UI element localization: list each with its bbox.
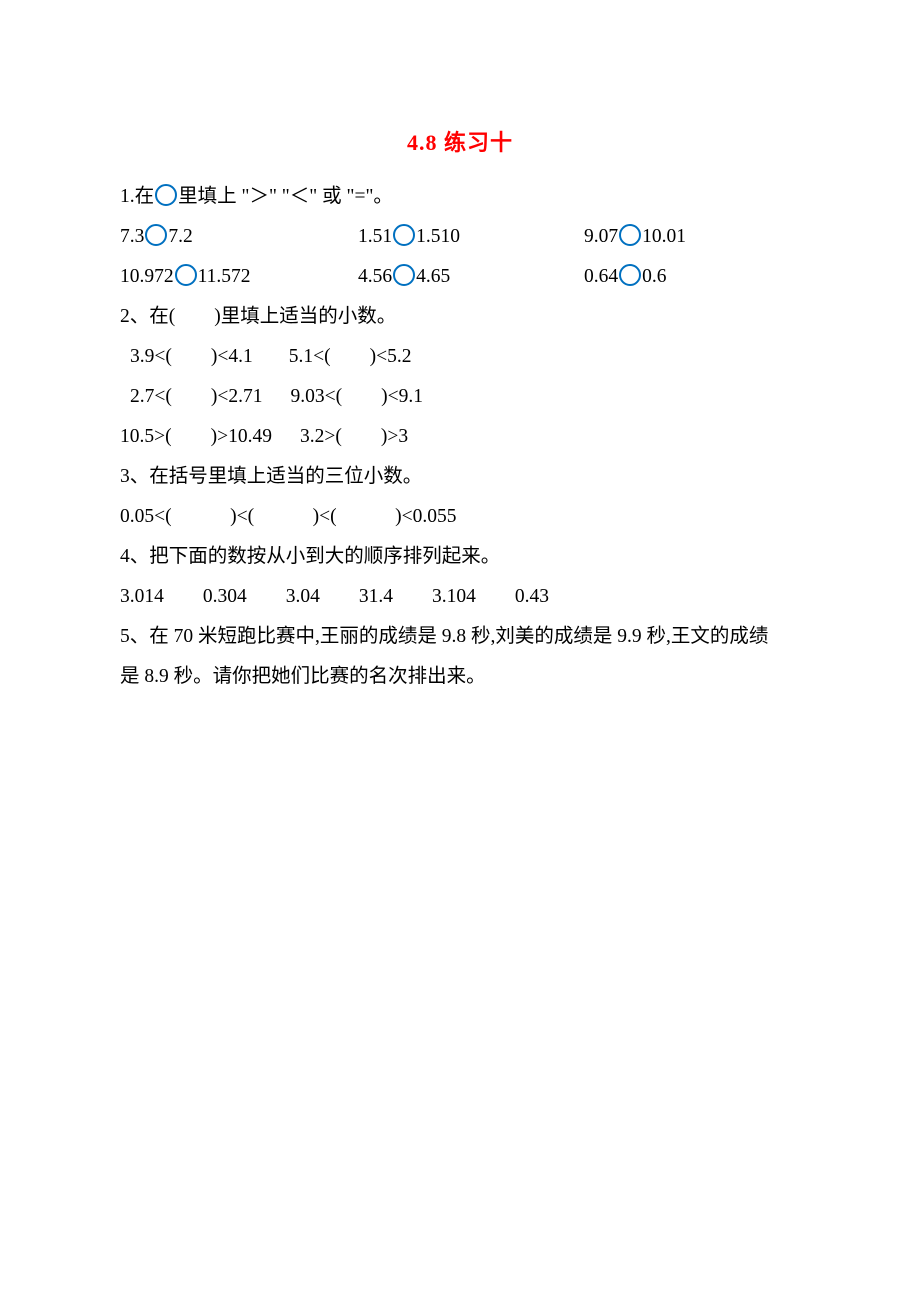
q1-r2-c: 0.64 0.6 (584, 257, 800, 297)
q2-r1-a: 3.9<( )<4.1 (130, 346, 253, 367)
circle-icon (145, 224, 167, 246)
q2-row2: 2.7<( )<2.71 9.03<( )<9.1 (120, 377, 800, 417)
q2-r2-a: 2.7<( )<2.71 (130, 386, 262, 407)
q4-numbers: 3.014 0.304 3.04 31.4 3.104 0.43 (120, 577, 800, 617)
q2-r1-b: 5.1<( )<5.2 (289, 346, 412, 367)
q5-line2: 是 8.9 秒。请你把她们比赛的名次排出来。 (120, 657, 800, 697)
q4-prompt: 4、把下面的数按从小到大的顺序排列起来。 (120, 537, 800, 577)
num-left: 1.51 (358, 226, 392, 247)
q2-row1: 3.9<( )<4.1 5.1<( )<5.2 (120, 337, 800, 377)
q2-r3-b: 3.2>( )>3 (300, 426, 408, 447)
q2-r2-b: 9.03<( )<9.1 (290, 386, 422, 407)
q1-row2: 10.972 11.572 4.56 4.65 0.64 0.6 (120, 257, 800, 297)
q1-prompt-post: 里填上 "＞" "＜" 或 "="。 (178, 186, 393, 207)
q1-r2-a: 10.972 11.572 (120, 257, 358, 297)
circle-icon (619, 264, 641, 286)
q2-r3-a: 10.5>( )>10.49 (120, 426, 272, 447)
q3-line: 0.05<( )<( )<( )<0.055 (120, 497, 800, 537)
num-right: 4.65 (416, 266, 450, 287)
num-left: 9.07 (584, 226, 618, 247)
q3-prompt: 3、在括号里填上适当的三位小数。 (120, 457, 800, 497)
q1-prompt: 1.在 里填上 "＞" "＜" 或 "="。 (120, 177, 800, 217)
num-right: 1.510 (416, 226, 460, 247)
q1-row1: 7.3 7.2 1.51 1.510 9.07 10.01 (120, 217, 800, 257)
num-right: 11.572 (198, 266, 251, 287)
circle-icon (393, 224, 415, 246)
num-right: 10.01 (642, 226, 686, 247)
q1-r2-b: 4.56 4.65 (358, 257, 584, 297)
q1-prompt-pre: 1.在 (120, 186, 154, 207)
q1-r1-b: 1.51 1.510 (358, 217, 584, 257)
num-right: 0.6 (642, 266, 666, 287)
circle-icon (393, 264, 415, 286)
num-right: 7.2 (168, 226, 192, 247)
worksheet-page: 4.8 练习十 1.在 里填上 "＞" "＜" 或 "="。 7.3 7.2 1.5… (0, 0, 920, 1302)
page-title: 4.8 练习十 (120, 120, 800, 165)
q1-r1-a: 7.3 7.2 (120, 217, 358, 257)
circle-icon (619, 224, 641, 246)
num-left: 0.64 (584, 266, 618, 287)
circle-icon (175, 264, 197, 286)
q5-line1: 5、在 70 米短跑比赛中,王丽的成绩是 9.8 秒,刘美的成绩是 9.9 秒,… (120, 617, 800, 657)
q2-prompt: 2、在( )里填上适当的小数。 (120, 297, 800, 337)
q2-row3: 10.5>( )>10.49 3.2>( )>3 (120, 417, 800, 457)
circle-icon (155, 184, 177, 206)
num-left: 7.3 (120, 226, 144, 247)
q1-r1-c: 9.07 10.01 (584, 217, 800, 257)
num-left: 10.972 (120, 266, 174, 287)
num-left: 4.56 (358, 266, 392, 287)
